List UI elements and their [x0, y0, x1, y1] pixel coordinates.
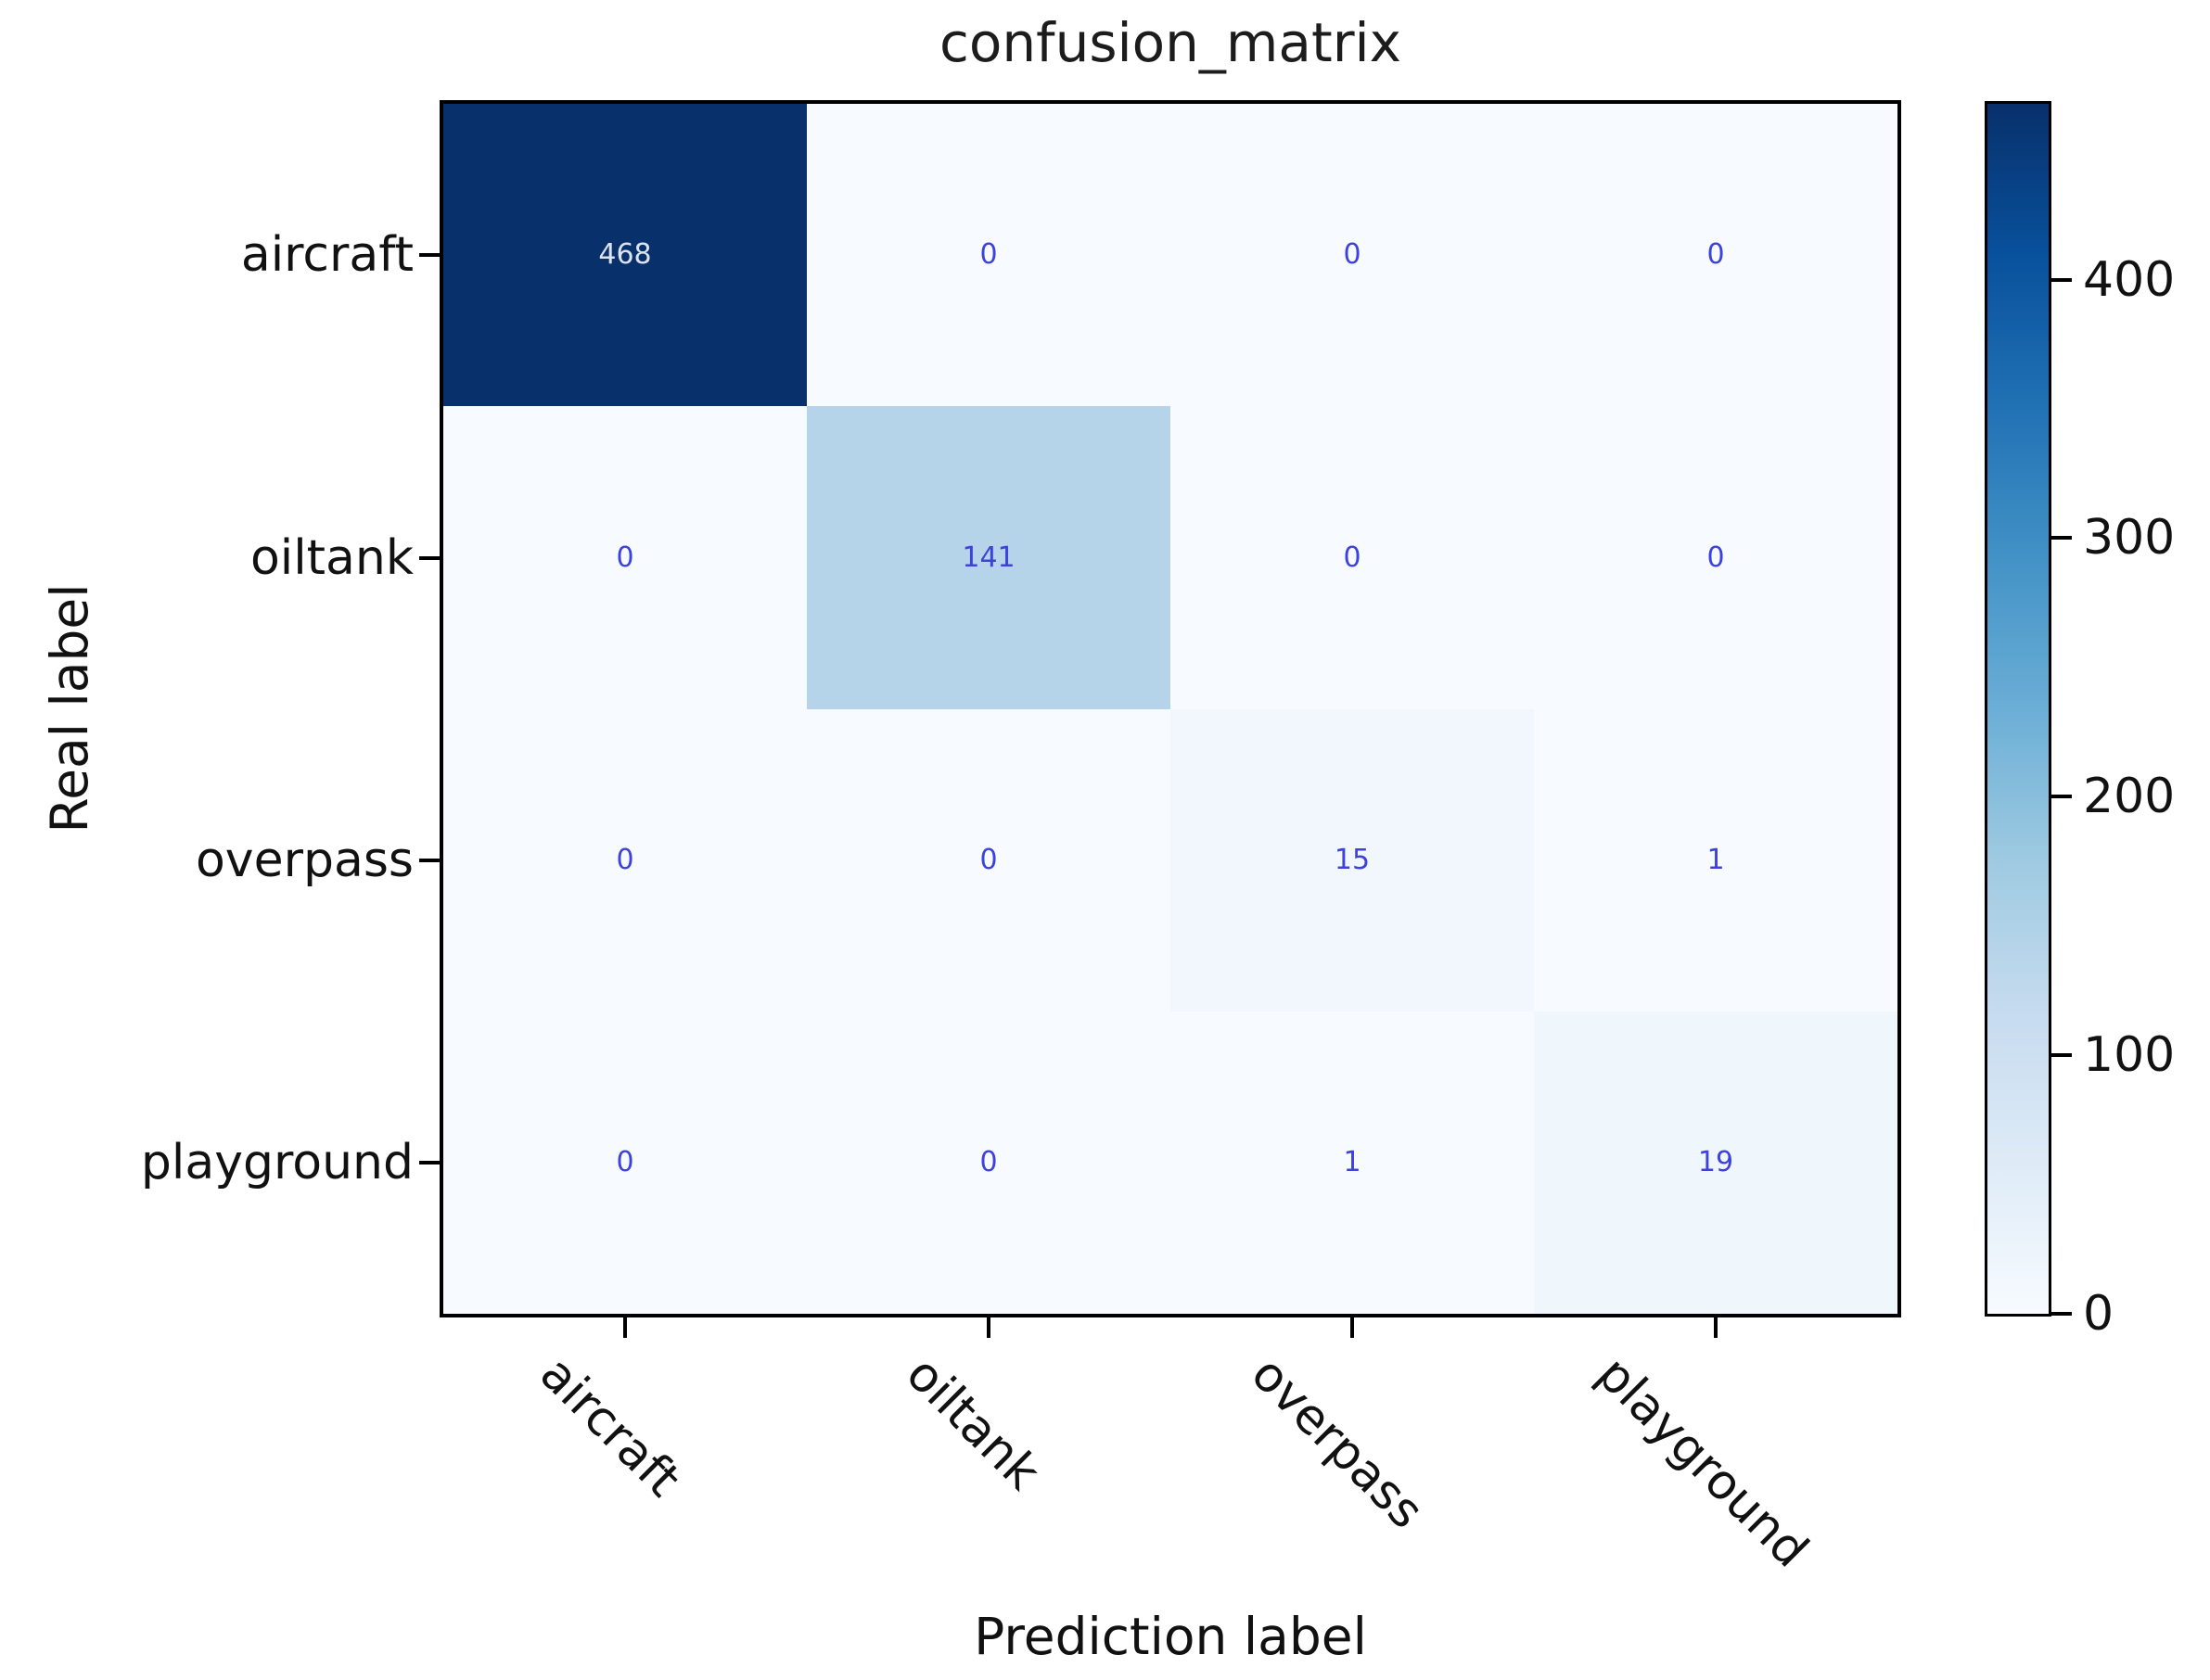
x-tick-label-playground: playground — [1586, 1346, 1819, 1579]
colorbar-tick-label-100: 100 — [2083, 1027, 2176, 1083]
colorbar-tick-label-400: 400 — [2083, 252, 2176, 308]
heatmap-cell-overpass-oiltank: 0 — [807, 709, 1170, 1012]
heatmap-cell-oiltank-aircraft: 0 — [443, 406, 807, 709]
x-tick-label-overpass: overpass — [1240, 1346, 1435, 1540]
cell-value-annotation: 0 — [979, 844, 998, 876]
colorbar-tick-label-200: 200 — [2083, 769, 2176, 824]
heatmap-cell-playground-overpass: 1 — [1170, 1012, 1534, 1314]
colorbar-tick — [2051, 1053, 2072, 1057]
cell-value-annotation: 19 — [1697, 1146, 1734, 1178]
heatmap-cell-overpass-overpass: 15 — [1170, 709, 1534, 1012]
heatmap-cell-aircraft-oiltank: 0 — [807, 104, 1170, 406]
cell-value-annotation: 1 — [1706, 844, 1725, 876]
heatmap-cell-playground-playground: 19 — [1534, 1012, 1897, 1314]
cell-value-annotation: 15 — [1334, 844, 1371, 876]
colorbar-tick-label-300: 300 — [2083, 510, 2176, 566]
chart-title: confusion_matrix — [939, 11, 1401, 74]
heatmap-cell-playground-oiltank: 0 — [807, 1012, 1170, 1314]
cell-value-annotation: 0 — [1706, 541, 1725, 574]
y-tick — [419, 1161, 440, 1165]
colorbar-tick — [2051, 278, 2072, 282]
cell-value-annotation: 0 — [1343, 238, 1361, 271]
y-tick-label-aircraft: aircraft — [240, 227, 414, 283]
heatmap-cell-overpass-playground: 1 — [1534, 709, 1897, 1012]
heatmap-cell-playground-aircraft: 0 — [443, 1012, 807, 1314]
cell-value-annotation: 0 — [1706, 238, 1725, 271]
y-tick — [419, 556, 440, 560]
heatmap-cell-oiltank-oiltank: 141 — [807, 406, 1170, 709]
cell-value-annotation: 1 — [1343, 1146, 1361, 1178]
cell-value-annotation: 468 — [598, 238, 652, 271]
colorbar-tick — [2051, 536, 2072, 540]
x-axis-title: Prediction label — [974, 1607, 1367, 1666]
x-tick-label-oiltank: oiltank — [895, 1346, 1051, 1501]
y-tick-label-playground: playground — [140, 1135, 414, 1190]
heatmap-cell-oiltank-playground: 0 — [1534, 406, 1897, 709]
heatmap-cell-aircraft-aircraft: 468 — [443, 104, 807, 406]
y-tick — [419, 253, 440, 257]
colorbar-gradient — [1987, 104, 2049, 1314]
y-tick-label-oiltank: oiltank — [249, 530, 414, 586]
x-tick — [623, 1317, 627, 1338]
cell-value-annotation: 0 — [1343, 541, 1361, 574]
heatmap-cell-oiltank-overpass: 0 — [1170, 406, 1534, 709]
x-tick — [1714, 1317, 1718, 1338]
cell-value-annotation: 0 — [616, 844, 634, 876]
colorbar-tick-label-0: 0 — [2083, 1286, 2114, 1342]
colorbar-tick — [2051, 795, 2072, 798]
x-tick — [1350, 1317, 1354, 1338]
y-tick — [419, 859, 440, 862]
colorbar-tick — [2051, 1312, 2072, 1316]
cell-value-annotation: 141 — [962, 541, 1016, 574]
heatmap-cell-aircraft-playground: 0 — [1534, 104, 1897, 406]
cell-value-annotation: 0 — [979, 1146, 998, 1178]
heatmap-cell-aircraft-overpass: 0 — [1170, 104, 1534, 406]
y-tick-label-overpass: overpass — [195, 833, 414, 888]
cell-value-annotation: 0 — [616, 1146, 634, 1178]
y-axis-title: Real label — [40, 583, 99, 834]
cell-value-annotation: 0 — [616, 541, 634, 574]
x-tick — [987, 1317, 990, 1338]
heatmap-cell-overpass-aircraft: 0 — [443, 709, 807, 1012]
cell-value-annotation: 0 — [979, 238, 998, 271]
x-tick-label-aircraft: aircraft — [529, 1346, 691, 1508]
